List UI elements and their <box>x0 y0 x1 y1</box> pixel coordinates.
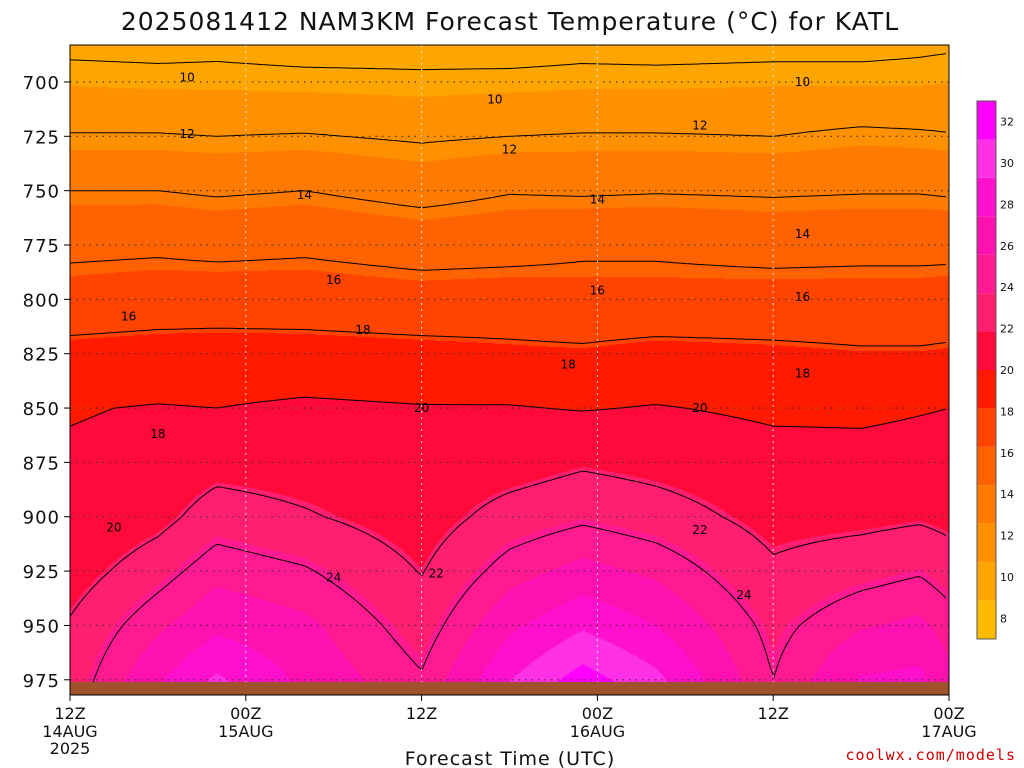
x-tick-label: 12Z <box>54 704 85 723</box>
contour-label: 14 <box>297 188 312 202</box>
colorbar-tick-label: 8 <box>1000 612 1007 625</box>
colorbar-tick-label: 28 <box>1000 198 1014 211</box>
contour-label: 24 <box>736 588 751 602</box>
colorbar-swatch <box>977 216 996 255</box>
y-tick-label: 850 <box>23 399 60 420</box>
contour-label: 16 <box>326 273 341 287</box>
contour-label: 24 <box>326 571 341 585</box>
contour-label: 14 <box>795 227 810 241</box>
contour-line-12 <box>70 126 947 144</box>
y-tick-label: 900 <box>23 508 60 529</box>
credit-text[interactable]: coolwx.com/models <box>845 746 1016 764</box>
colorbar-tick-label: 24 <box>1000 281 1014 294</box>
colorbar-swatch <box>977 331 996 370</box>
y-tick-label: 950 <box>23 616 60 637</box>
colorbar-tick-label: 26 <box>1000 240 1014 253</box>
y-axis: 700 725 750 775 800 825 850 875 900 925 950 975 <box>23 73 70 692</box>
colorbar-swatch <box>977 562 996 601</box>
colorbar-tick-label: 32 <box>1000 116 1014 129</box>
contour-line-14 <box>70 190 947 209</box>
y-tick-label: 975 <box>23 671 60 692</box>
y-tick-label: 725 <box>23 127 60 148</box>
x-tick-label: 00Z <box>582 704 613 723</box>
plot-area <box>70 45 949 695</box>
x-tick-date: 15AUG <box>218 722 273 741</box>
contour-label: 16 <box>121 310 136 324</box>
contour-label: 20 <box>106 521 121 535</box>
x-tick-label: 00Z <box>230 704 261 723</box>
contour-lines <box>70 53 947 692</box>
colorbar-frame <box>976 100 997 640</box>
colorbar-tick-label: 18 <box>1000 405 1014 418</box>
contour-label: 10 <box>487 92 502 106</box>
y-tick-label: 700 <box>23 73 60 94</box>
x-axis-label: Forecast Time (UTC) <box>405 748 615 768</box>
colorbar-swatch <box>977 600 996 639</box>
y-tick-label: 750 <box>23 182 60 203</box>
colorbar-tick-label: 12 <box>1000 530 1014 543</box>
contour-label: 10 <box>180 71 195 85</box>
x-tick-label: 12Z <box>758 704 789 723</box>
contour-label: 18 <box>355 323 370 337</box>
temperature-shading <box>70 45 949 695</box>
plot-frame <box>69 44 950 696</box>
colorbar-swatch <box>977 177 996 217</box>
grid-lines <box>70 45 949 695</box>
contour-label: 18 <box>150 427 165 441</box>
colorbar-swatch <box>977 523 996 563</box>
contour-labels: 10 10 10 12 12 12 14 14 14 16 16 16 16 18 18 18 18 20 20 20… <box>106 71 810 602</box>
contour-label: 18 <box>560 358 575 372</box>
x-tick-label: 00Z <box>933 704 964 723</box>
colorbar-tick-label: 22 <box>1000 323 1014 336</box>
colorbar-legend: 8 10 12 14 16 18 20 22 24 26 28 30 32 <box>976 100 1014 640</box>
x-tick-label: 12Z <box>406 704 437 723</box>
y-tick-label: 800 <box>23 290 60 311</box>
contour-label: 22 <box>429 566 444 580</box>
x-tick-date: 17AUG <box>921 722 976 741</box>
contour-line-22 <box>70 470 947 617</box>
colorbar-swatch <box>977 485 996 524</box>
colorbar-swatch <box>977 293 996 332</box>
colorbar-tick-label: 10 <box>1000 571 1014 584</box>
colorbar-swatch <box>977 139 996 178</box>
contour-label: 18 <box>795 366 810 380</box>
colorbar-swatch <box>977 446 996 486</box>
contour-label: 20 <box>414 401 429 415</box>
contour-label: 16 <box>590 284 605 298</box>
contour-line-20 <box>70 396 947 429</box>
colorbar-tick-label: 30 <box>1000 157 1014 170</box>
x-tick-year: 2025 <box>50 739 91 758</box>
colorbar-swatch <box>977 254 996 294</box>
contour-line-24 <box>89 524 947 692</box>
y-tick-label: 825 <box>23 345 60 366</box>
chart-title: 2025081412 NAM3KM Forecast Temperature (… <box>121 7 899 36</box>
contour-label: 12 <box>692 118 707 132</box>
colorbar-swatch <box>977 408 996 447</box>
x-tick-date: 16AUG <box>570 722 625 741</box>
contour-line-10 <box>70 53 947 71</box>
contour-label: 10 <box>795 75 810 89</box>
contour-label: 20 <box>692 401 707 415</box>
colorbar-tick-label: 20 <box>1000 364 1014 377</box>
colorbar-tick-label: 14 <box>1000 488 1014 501</box>
contour-label: 12 <box>502 142 517 156</box>
contour-line-16 <box>70 257 947 271</box>
colorbar-swatch <box>977 101 996 140</box>
colorbar-tick-label: 16 <box>1000 447 1014 460</box>
y-tick-label: 925 <box>23 562 60 583</box>
contour-label: 16 <box>795 290 810 304</box>
colorbar-swatch <box>977 370 996 409</box>
contour-label: 14 <box>590 192 605 206</box>
contour-label: 12 <box>180 127 195 141</box>
ground-surface <box>70 681 949 695</box>
y-tick-label: 775 <box>23 236 60 257</box>
contour-label: 22 <box>692 523 707 537</box>
x-tick-date: 14AUG <box>42 722 97 741</box>
contour-line-18 <box>70 327 947 347</box>
y-tick-label: 875 <box>23 453 60 474</box>
